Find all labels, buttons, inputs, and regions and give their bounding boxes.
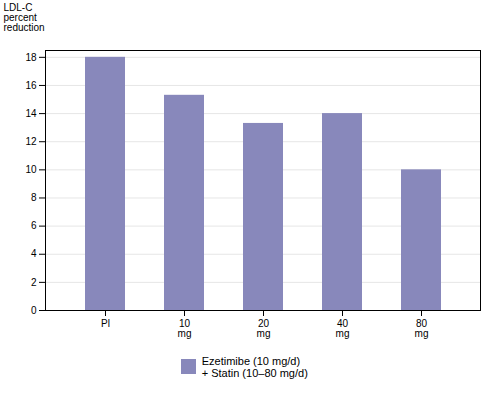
svg-text:4: 4	[31, 248, 37, 259]
svg-text:6: 6	[31, 220, 37, 231]
svg-text:80mg: 80mg	[415, 318, 429, 339]
svg-text:16: 16	[25, 80, 37, 91]
svg-text:LDL-Cpercentreduction: LDL-Cpercentreduction	[4, 2, 45, 33]
svg-text:14: 14	[25, 108, 37, 119]
svg-text:10: 10	[25, 164, 37, 175]
svg-text:12: 12	[25, 136, 37, 147]
svg-text:40mg: 40mg	[336, 318, 350, 339]
svg-text:8: 8	[31, 192, 37, 203]
svg-text:18: 18	[25, 52, 37, 63]
svg-text:2: 2	[31, 277, 37, 288]
svg-text:Pl: Pl	[101, 318, 110, 329]
svg-text:20mg: 20mg	[257, 318, 271, 339]
svg-text:10mg: 10mg	[178, 318, 192, 339]
html-text:Ezetimibe (10 mg/d) + Statin (: Ezetimibe (10 mg/d) + Statin (10–80 mg/d…	[201, 354, 308, 379]
svg-text:0: 0	[31, 305, 37, 316]
